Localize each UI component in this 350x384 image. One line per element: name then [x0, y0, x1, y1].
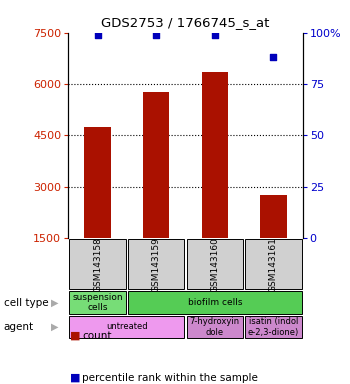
- Bar: [69, 239, 126, 290]
- Point: [153, 31, 159, 38]
- Bar: [202, 72, 228, 238]
- Bar: [187, 316, 243, 338]
- Point: [271, 54, 276, 60]
- Bar: [84, 127, 111, 238]
- Text: untreated: untreated: [106, 323, 148, 331]
- Text: GSM143159: GSM143159: [152, 237, 161, 291]
- Text: biofilm cells: biofilm cells: [188, 298, 242, 307]
- Bar: [143, 93, 169, 238]
- Point: [95, 31, 100, 38]
- Text: percentile rank within the sample: percentile rank within the sample: [82, 373, 258, 383]
- Bar: [69, 291, 126, 314]
- Text: suspension
cells: suspension cells: [72, 293, 123, 312]
- Text: GSM143160: GSM143160: [210, 237, 219, 291]
- Text: 7-hydroxyin
dole: 7-hydroxyin dole: [190, 317, 240, 337]
- Bar: [260, 195, 287, 238]
- Bar: [187, 239, 243, 290]
- Bar: [128, 239, 184, 290]
- Bar: [128, 291, 302, 314]
- Text: isatin (indol
e-2,3-dione): isatin (indol e-2,3-dione): [248, 317, 299, 337]
- Bar: [245, 239, 302, 290]
- Text: GSM143158: GSM143158: [93, 237, 102, 291]
- Point: [212, 31, 218, 38]
- Bar: [69, 316, 184, 338]
- Text: cell type: cell type: [4, 298, 48, 308]
- Text: ■: ■: [70, 331, 80, 341]
- Text: GDS2753 / 1766745_s_at: GDS2753 / 1766745_s_at: [101, 16, 270, 29]
- Text: GSM143161: GSM143161: [269, 237, 278, 291]
- Text: ▶: ▶: [50, 298, 58, 308]
- Text: ■: ■: [70, 373, 80, 383]
- Text: agent: agent: [4, 322, 34, 332]
- Text: ▶: ▶: [50, 322, 58, 332]
- Text: count: count: [82, 331, 112, 341]
- Bar: [245, 316, 302, 338]
